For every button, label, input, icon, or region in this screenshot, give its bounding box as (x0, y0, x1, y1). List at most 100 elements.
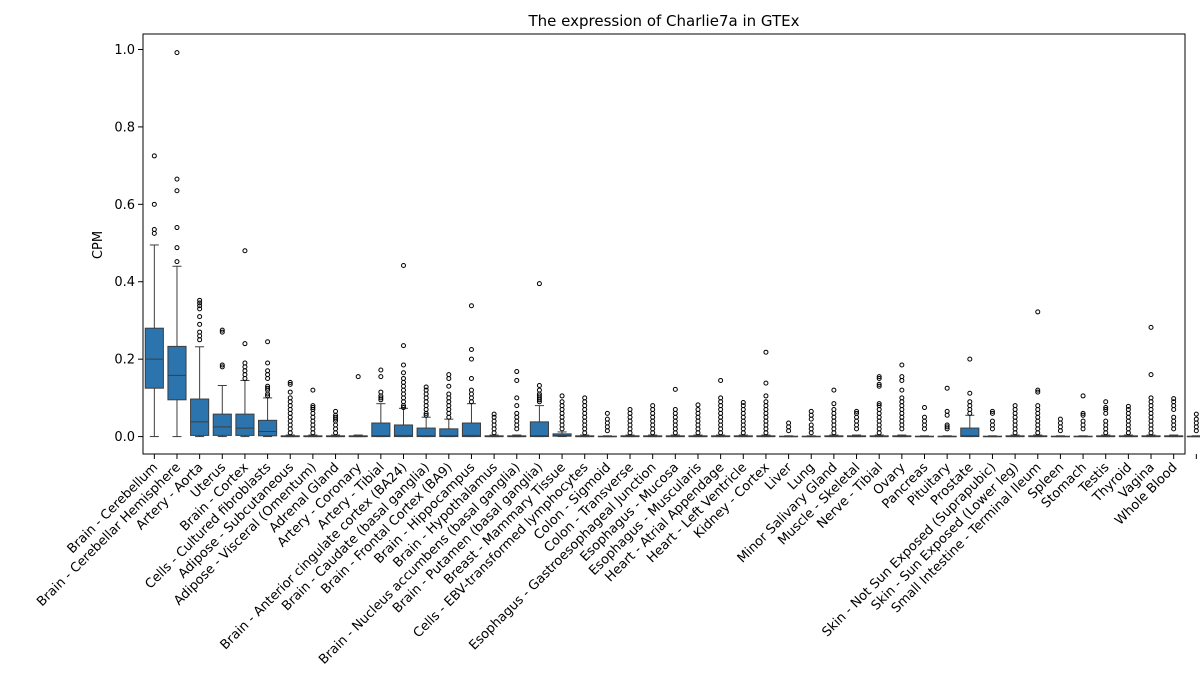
outlier-point (944, 424, 950, 430)
outlier-point (831, 401, 837, 407)
outlier-point (763, 393, 769, 399)
box-group (756, 349, 776, 438)
outlier-point (151, 153, 157, 159)
box (212, 413, 232, 436)
outlier-point (174, 225, 180, 231)
outlier-point (174, 50, 180, 56)
outlier-point (718, 430, 724, 436)
box-group (575, 395, 595, 438)
outlier-point (1103, 430, 1109, 436)
outlier-point (378, 374, 384, 380)
outlier-point (378, 397, 384, 403)
outlier-point (989, 410, 995, 416)
outlier-point (876, 383, 882, 389)
outlier-point (514, 403, 520, 409)
outlier-point (922, 426, 927, 432)
y-tick-label: 1.0 (114, 43, 135, 58)
outlier-point (491, 411, 497, 417)
outlier-point (695, 430, 701, 436)
outlier-point (242, 341, 248, 347)
outlier-point (808, 430, 814, 436)
box-group (1186, 411, 1200, 438)
box-group (892, 362, 912, 438)
outlier-point (559, 426, 565, 432)
outlier-point (1103, 405, 1109, 411)
box-group (688, 402, 708, 438)
outlier-point (401, 403, 406, 409)
outlier-point (1080, 426, 1086, 432)
outlier-point (944, 412, 950, 418)
outlier-point (468, 399, 474, 405)
y-axis: 0.0 0.2 0.4 0.6 0.8 1.0 (114, 43, 143, 445)
y-tick-label: 0.2 (114, 353, 135, 368)
outlier-point (582, 430, 588, 436)
box-group (1005, 403, 1025, 438)
box-group (1096, 399, 1116, 438)
outlier-point (1103, 399, 1109, 405)
outlier-point (876, 401, 882, 407)
outlier-point (355, 374, 361, 380)
outlier-point (604, 410, 610, 416)
box-group (665, 386, 685, 438)
box-group (348, 374, 368, 438)
box-group (212, 327, 232, 438)
chart-title: The expression of Charlie7a in GTEx (527, 12, 799, 30)
outlier-point (287, 381, 293, 387)
outlier-point (468, 356, 474, 362)
y-tick-label: 0.4 (114, 275, 135, 290)
outlier-point (197, 297, 203, 303)
x-tick-label: Brain - Cerebellar Hemisphere (34, 460, 184, 610)
outlier-point (242, 248, 248, 254)
box-group (620, 406, 640, 438)
outlier-point (559, 393, 565, 399)
outlier-point (265, 391, 271, 397)
outlier-point (876, 430, 882, 436)
outlier-point (378, 367, 384, 373)
outlier-point (242, 376, 248, 382)
outlier-point (1035, 430, 1041, 436)
plot-frame (142, 33, 1186, 455)
box-group (937, 385, 957, 438)
y-tick-label: 0.0 (114, 430, 135, 445)
box-group (801, 408, 821, 438)
box-group (280, 379, 300, 438)
box (960, 427, 980, 438)
plot-area (144, 50, 1200, 438)
outlier-point (1193, 411, 1199, 417)
box-group (484, 411, 504, 438)
outlier-point (197, 337, 203, 343)
outlier-point (854, 408, 860, 414)
outlier-point (967, 390, 973, 396)
outlier-point (1035, 309, 1041, 315)
box-group (552, 393, 572, 438)
outlier-point (1148, 324, 1154, 330)
outlier-point (672, 430, 678, 436)
box-group (439, 372, 459, 438)
outlier-point (468, 376, 474, 382)
outlier-point (333, 430, 339, 436)
outlier-point (423, 412, 429, 418)
box-group (144, 153, 164, 438)
outlier-point (197, 300, 203, 306)
outlier-point (899, 377, 905, 383)
outlier-point (219, 327, 225, 333)
outlier-point (197, 303, 203, 309)
box-group (1073, 393, 1093, 438)
box-group (371, 367, 391, 438)
outlier-point (989, 408, 995, 414)
box-group (190, 297, 210, 438)
box-group (597, 410, 617, 438)
outlier-point (536, 397, 542, 403)
outlier-point (876, 381, 882, 387)
box-group (303, 387, 323, 438)
outlier-point (423, 410, 429, 416)
outlier-point (174, 245, 180, 251)
outlier-point (401, 370, 406, 376)
outlier-point (740, 400, 746, 406)
y-tick-label: 0.6 (114, 198, 135, 213)
outlier-point (1035, 389, 1041, 395)
outlier-point (514, 369, 520, 375)
outlier-point (468, 346, 474, 352)
box-group (393, 262, 414, 438)
outlier-point (287, 389, 293, 395)
